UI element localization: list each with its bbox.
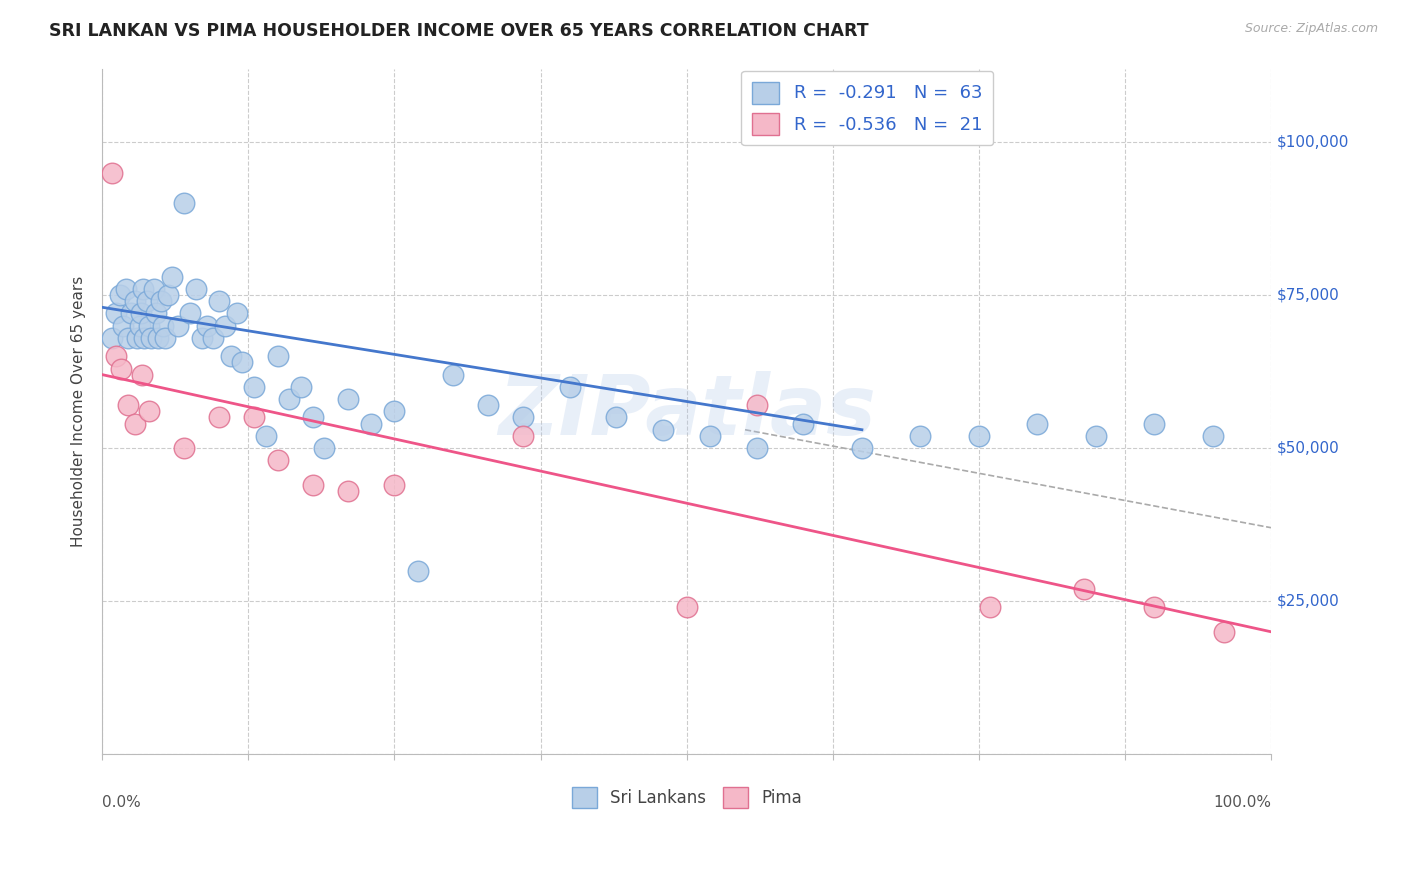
Point bbox=[384, 478, 406, 492]
Point bbox=[141, 331, 163, 345]
Y-axis label: Householder Income Over 65 years: Householder Income Over 65 years bbox=[72, 276, 86, 547]
Text: $100,000: $100,000 bbox=[1277, 135, 1350, 150]
Point bbox=[675, 600, 697, 615]
Point bbox=[108, 288, 131, 302]
Point bbox=[110, 361, 132, 376]
Point bbox=[128, 318, 150, 333]
Point bbox=[336, 483, 359, 498]
Point bbox=[243, 410, 266, 425]
Point bbox=[558, 380, 581, 394]
Point bbox=[120, 306, 142, 320]
Point bbox=[792, 417, 814, 431]
Text: SRI LANKAN VS PIMA HOUSEHOLDER INCOME OVER 65 YEARS CORRELATION CHART: SRI LANKAN VS PIMA HOUSEHOLDER INCOME OV… bbox=[49, 22, 869, 40]
Point bbox=[142, 282, 165, 296]
Point bbox=[745, 398, 768, 412]
Point bbox=[131, 368, 153, 382]
Point bbox=[149, 294, 172, 309]
Point bbox=[910, 429, 932, 443]
Point bbox=[278, 392, 301, 406]
Point bbox=[132, 282, 155, 296]
Point bbox=[1084, 429, 1107, 443]
Point bbox=[360, 417, 382, 431]
Point bbox=[745, 441, 768, 455]
Point bbox=[114, 282, 136, 296]
Point bbox=[512, 429, 534, 443]
Point bbox=[152, 318, 174, 333]
Text: $25,000: $25,000 bbox=[1277, 594, 1340, 608]
Point bbox=[336, 392, 359, 406]
Point bbox=[148, 331, 170, 345]
Point bbox=[100, 165, 122, 179]
Text: 0.0%: 0.0% bbox=[103, 796, 141, 810]
Point bbox=[156, 288, 179, 302]
Legend: Sri Lankans, Pima: Sri Lankans, Pima bbox=[565, 780, 808, 814]
Point bbox=[441, 368, 464, 382]
Point bbox=[1026, 417, 1049, 431]
Text: Source: ZipAtlas.com: Source: ZipAtlas.com bbox=[1244, 22, 1378, 36]
Point bbox=[138, 318, 160, 333]
Point bbox=[1073, 582, 1095, 596]
Point bbox=[179, 306, 201, 320]
Text: ZIPatlas: ZIPatlas bbox=[498, 371, 876, 452]
Point bbox=[208, 294, 231, 309]
Point bbox=[512, 410, 534, 425]
Text: $75,000: $75,000 bbox=[1277, 287, 1340, 302]
Point bbox=[243, 380, 266, 394]
Point bbox=[202, 331, 225, 345]
Point bbox=[129, 306, 152, 320]
Point bbox=[219, 349, 242, 363]
Point bbox=[314, 441, 336, 455]
Point bbox=[1201, 429, 1223, 443]
Point bbox=[124, 417, 146, 431]
Point bbox=[851, 441, 873, 455]
Text: 100.0%: 100.0% bbox=[1213, 796, 1271, 810]
Point bbox=[301, 410, 323, 425]
Point bbox=[184, 282, 207, 296]
Point bbox=[301, 478, 323, 492]
Point bbox=[190, 331, 212, 345]
Point bbox=[167, 318, 190, 333]
Point bbox=[173, 196, 195, 211]
Point bbox=[117, 398, 139, 412]
Point bbox=[173, 441, 195, 455]
Point bbox=[208, 410, 231, 425]
Point bbox=[112, 318, 135, 333]
Point bbox=[1213, 624, 1236, 639]
Point bbox=[127, 331, 149, 345]
Point bbox=[605, 410, 627, 425]
Point bbox=[406, 564, 429, 578]
Point bbox=[124, 294, 146, 309]
Point bbox=[266, 349, 288, 363]
Point bbox=[162, 269, 184, 284]
Text: $50,000: $50,000 bbox=[1277, 441, 1340, 456]
Point bbox=[967, 429, 990, 443]
Point bbox=[266, 453, 288, 467]
Point bbox=[138, 404, 160, 418]
Point bbox=[290, 380, 312, 394]
Point bbox=[652, 423, 675, 437]
Point bbox=[197, 318, 219, 333]
Point bbox=[979, 600, 1001, 615]
Point bbox=[699, 429, 721, 443]
Point bbox=[135, 294, 157, 309]
Point bbox=[145, 306, 167, 320]
Point bbox=[384, 404, 406, 418]
Point bbox=[254, 429, 277, 443]
Point bbox=[225, 306, 247, 320]
Point bbox=[105, 306, 128, 320]
Point bbox=[477, 398, 499, 412]
Point bbox=[1143, 417, 1166, 431]
Point bbox=[134, 331, 156, 345]
Point bbox=[214, 318, 236, 333]
Point bbox=[105, 349, 128, 363]
Point bbox=[117, 331, 139, 345]
Point bbox=[100, 331, 122, 345]
Point bbox=[1143, 600, 1166, 615]
Point bbox=[231, 355, 253, 369]
Point bbox=[155, 331, 177, 345]
